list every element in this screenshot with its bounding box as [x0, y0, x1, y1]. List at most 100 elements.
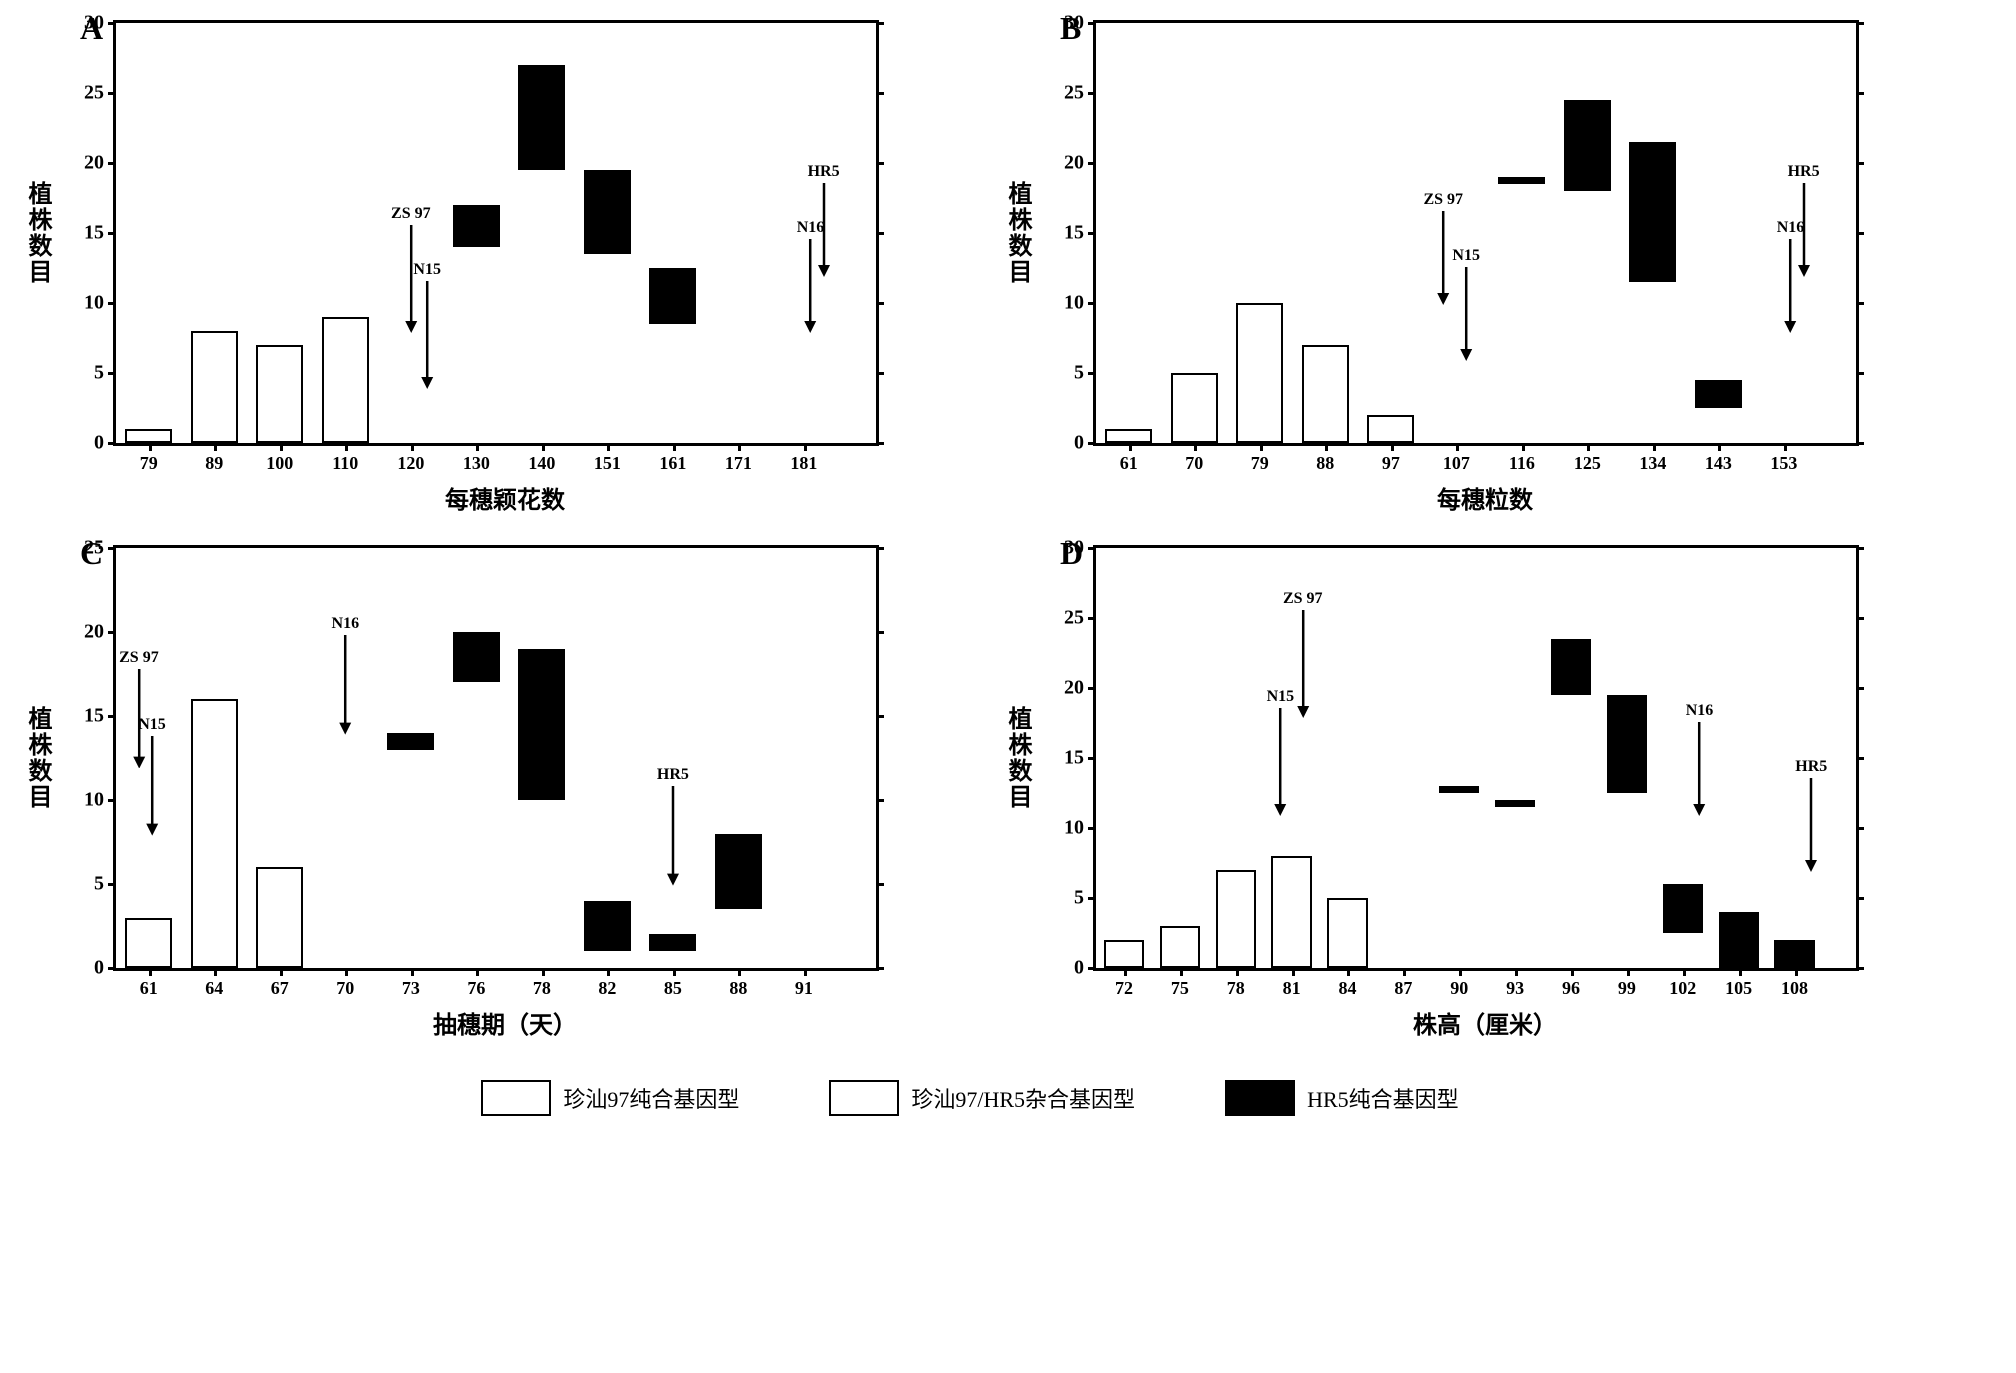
x-axis-label: 株高（厘米） — [1050, 1005, 1920, 1040]
x-tick-label: 82 — [598, 978, 616, 999]
bar-segment — [1564, 191, 1611, 443]
x-tick-label: 108 — [1781, 978, 1808, 999]
x-tick-label: 151 — [594, 453, 621, 474]
annotation-arrow: HR5 — [1795, 758, 1827, 872]
x-tick-label: 110 — [332, 453, 358, 474]
y-axis-label: 植株数目 — [1000, 706, 1035, 810]
x-tick-label: 105 — [1725, 978, 1752, 999]
x-tick-label: 78 — [533, 978, 551, 999]
y-tick-label: 20 — [84, 152, 104, 175]
x-tick-label: 67 — [271, 978, 289, 999]
annotation-arrow: N15 — [1267, 688, 1295, 816]
annotation-label: N16 — [1686, 702, 1714, 720]
x-tick-label: 93 — [1506, 978, 1524, 999]
x-tick-label: 161 — [659, 453, 686, 474]
y-tick-label: 10 — [1064, 292, 1084, 315]
bar-segment — [649, 934, 696, 951]
bar-segment — [1495, 807, 1535, 968]
x-tick-label: 89 — [205, 453, 223, 474]
x-tick-label: 140 — [528, 453, 555, 474]
x-tick-label: 70 — [1185, 453, 1203, 474]
bar-segment — [1433, 380, 1480, 443]
panel-a: A植株数目05101520253079891001101201301401511… — [20, 20, 940, 515]
x-tick-label: 153 — [1770, 453, 1797, 474]
bar-segment — [1551, 695, 1591, 968]
annotation-label: ZS 97 — [119, 649, 159, 667]
bar-segment — [518, 800, 565, 968]
legend-item: HR5纯合基因型 — [1225, 1080, 1459, 1116]
x-tick-label: 134 — [1639, 453, 1666, 474]
x-tick-label: 100 — [266, 453, 293, 474]
bar-segment — [518, 170, 565, 443]
bar-segment — [1607, 793, 1647, 968]
x-tick-label: 88 — [1316, 453, 1334, 474]
bar-segment — [1271, 856, 1311, 968]
bar-segment — [1171, 373, 1218, 443]
annotation-arrow: HR5 — [657, 766, 689, 886]
annotation-label: N15 — [1452, 247, 1480, 265]
annotation-label: N15 — [413, 261, 441, 279]
annotation-label: ZS 97 — [1423, 191, 1463, 209]
x-tick-label: 61 — [140, 978, 158, 999]
y-tick-label: 5 — [94, 362, 104, 385]
bar-segment — [649, 268, 696, 324]
bar-segment — [191, 331, 238, 443]
x-tick-label: 70 — [336, 978, 354, 999]
x-tick-label: 116 — [1509, 453, 1535, 474]
chart-grid: A植株数目05101520253079891001101201301401511… — [20, 20, 1920, 1116]
bar-segment — [584, 951, 631, 968]
panel-b: B植株数目05101520253061707988971071161251341… — [1000, 20, 1920, 515]
bar-segment — [1302, 345, 1349, 443]
x-tick-label: 73 — [402, 978, 420, 999]
bar-segment — [1629, 142, 1676, 282]
annotation-arrow: N16 — [797, 219, 825, 333]
bar-segment — [1498, 184, 1545, 443]
bar-segment — [584, 901, 631, 951]
y-tick-label: 15 — [1064, 222, 1084, 245]
bar-segment — [1367, 415, 1414, 443]
bar-segment — [584, 170, 631, 254]
y-tick-label: 20 — [1064, 677, 1084, 700]
y-tick-label: 30 — [84, 12, 104, 35]
y-tick-label: 20 — [1064, 152, 1084, 175]
y-tick-label: 15 — [1064, 747, 1084, 770]
chart-area: 05101520256164677073767882858891ZS 97N15… — [113, 545, 879, 971]
bar-segment — [125, 429, 172, 443]
bar-segment — [453, 205, 500, 247]
x-tick-label: 91 — [795, 978, 813, 999]
bar-segment — [649, 324, 696, 443]
annotation-label: N15 — [1267, 688, 1295, 706]
annotation-arrow: N15 — [1452, 247, 1480, 361]
bar-segment — [322, 317, 369, 443]
x-tick-label: 87 — [1394, 978, 1412, 999]
bar-segment — [1104, 940, 1144, 968]
x-tick-label: 102 — [1669, 978, 1696, 999]
y-tick-label: 0 — [1074, 432, 1084, 455]
x-tick-label: 85 — [664, 978, 682, 999]
annotation-label: N16 — [797, 219, 825, 237]
bar-segment — [1439, 786, 1479, 793]
bar-segment — [453, 632, 500, 682]
x-tick-label: 120 — [397, 453, 424, 474]
bar-segment — [1663, 884, 1703, 933]
legend-swatch — [1225, 1080, 1295, 1116]
bar-segment — [1327, 898, 1367, 968]
bar-segment — [125, 918, 172, 968]
y-tick-label: 25 — [1064, 82, 1084, 105]
bar-segment — [1564, 100, 1611, 191]
y-tick-label: 20 — [84, 621, 104, 644]
annotation-label: ZS 97 — [391, 205, 431, 223]
bar-segment — [1695, 380, 1742, 408]
legend-item: 珍汕97/HR5杂合基因型 — [829, 1080, 1135, 1116]
y-tick-label: 0 — [1074, 957, 1084, 980]
x-tick-label: 107 — [1443, 453, 1470, 474]
chart-area: 0510152025306170798897107116125134143153… — [1093, 20, 1859, 446]
x-tick-label: 125 — [1574, 453, 1601, 474]
bar-segment — [1160, 926, 1200, 968]
legend-label: 珍汕97纯合基因型 — [563, 1082, 739, 1114]
x-tick-label: 171 — [725, 453, 752, 474]
annotation-arrow: N16 — [332, 615, 360, 735]
bar-segment — [584, 254, 631, 443]
x-tick-label: 130 — [463, 453, 490, 474]
bar-segment — [649, 951, 696, 968]
